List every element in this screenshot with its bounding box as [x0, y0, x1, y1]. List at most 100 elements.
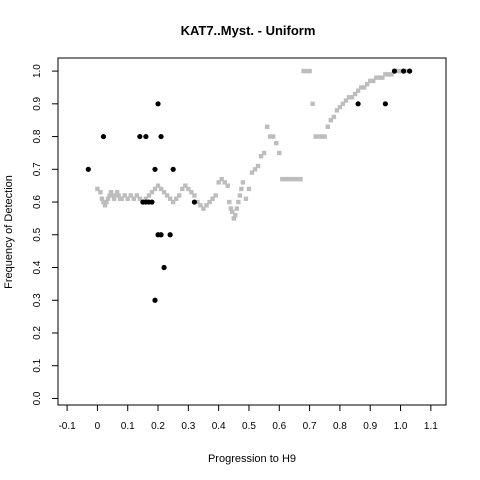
- y-tick-label: 0.1: [32, 358, 43, 372]
- smooth-point: [149, 190, 155, 195]
- x-tick-label: 0.6: [272, 421, 286, 432]
- smooth-point: [380, 75, 385, 80]
- smooth-point: [113, 193, 118, 198]
- smooth-point: [283, 176, 288, 182]
- smooth-point: [258, 154, 264, 159]
- y-axis: 0.0 0.1 0.2 0.3 0.4 0.5 0.6 0.7 0.8 0.9 1.0: [32, 64, 58, 405]
- data-point: [152, 166, 158, 172]
- data-point: [170, 166, 176, 172]
- data-point: [158, 133, 164, 140]
- x-tick-label: -0.1: [58, 421, 76, 432]
- smooth-point: [383, 72, 388, 77]
- smooth-point: [395, 68, 400, 74]
- smooth-point: [180, 186, 185, 192]
- data-point: [152, 297, 158, 303]
- smooth-point: [155, 183, 161, 188]
- data-point: [143, 133, 149, 140]
- data-point: [85, 166, 91, 172]
- x-tick-label: 0.2: [151, 421, 165, 432]
- data-point: [161, 264, 167, 271]
- x-tick-label: 0.8: [333, 421, 347, 432]
- smooth-point: [222, 180, 227, 185]
- smooth-point: [161, 190, 167, 195]
- smooth-point: [249, 170, 255, 175]
- smooth-point: [361, 85, 367, 90]
- smooth-point: [358, 85, 364, 90]
- x-tick-label: 1.1: [424, 421, 438, 432]
- smooth-point: [352, 91, 358, 97]
- observations-series: [85, 68, 413, 303]
- smooth-point: [158, 186, 164, 192]
- smooth-point: [310, 101, 315, 107]
- smooth-point: [227, 199, 232, 205]
- smooth-point: [230, 209, 235, 215]
- smooth-point: [307, 68, 312, 74]
- smooth-point: [237, 193, 243, 198]
- chart-title: KAT7..Myst. - Uniform: [181, 23, 316, 38]
- smooth-point: [137, 196, 143, 201]
- smooth-point: [334, 108, 340, 113]
- smooth-point: [177, 193, 182, 198]
- smooth-point: [292, 176, 297, 182]
- smooth-point: [404, 68, 409, 74]
- smooth-point: [143, 196, 149, 201]
- smooth-point: [316, 134, 321, 139]
- smooth-point: [252, 167, 258, 172]
- smooth-point: [122, 193, 127, 198]
- smooth-point: [398, 68, 403, 74]
- smooth-point: [328, 117, 334, 123]
- smooth-point: [374, 75, 379, 80]
- smooth-point: [271, 134, 276, 139]
- smooth-point: [234, 206, 240, 211]
- smooth-point: [225, 183, 230, 188]
- smooth-point: [343, 98, 349, 103]
- smooth-point: [110, 193, 115, 198]
- smooth-point: [346, 95, 352, 100]
- smooth-point: [192, 193, 197, 198]
- plot-frame: [57, 57, 447, 406]
- smooth-point: [301, 68, 306, 74]
- smooth-point: [128, 193, 133, 198]
- smooth-point: [108, 190, 114, 195]
- smooth-point: [119, 196, 124, 201]
- y-tick-label: 0.4: [32, 260, 43, 274]
- smoothed-curve-series: [95, 68, 409, 221]
- data-point: [100, 133, 107, 140]
- smooth-point: [116, 193, 121, 198]
- smooth-point: [239, 186, 244, 192]
- smooth-point: [261, 150, 267, 156]
- smooth-point: [325, 124, 330, 129]
- smooth-point: [340, 101, 346, 107]
- x-tick-label: 0.9: [363, 421, 377, 432]
- smooth-point: [349, 95, 355, 100]
- x-tick-label: 0.5: [242, 421, 256, 432]
- smooth-point: [274, 140, 279, 146]
- data-point: [355, 101, 361, 107]
- plot-area: [85, 68, 413, 303]
- smooth-point: [131, 196, 136, 201]
- y-tick-label: 0.6: [32, 195, 43, 209]
- smooth-point: [98, 190, 103, 195]
- data-point: [167, 232, 173, 238]
- data-point: [407, 68, 413, 74]
- smooth-point: [231, 216, 237, 221]
- smooth-point: [210, 196, 215, 201]
- smooth-point: [264, 124, 270, 129]
- smooth-point: [102, 203, 108, 208]
- smooth-point: [371, 78, 376, 84]
- smooth-point: [216, 180, 221, 185]
- x-axis-label: Progression to H9: [208, 453, 296, 465]
- x-tick-label: 0.7: [303, 421, 317, 432]
- y-tick-label: 0.7: [32, 162, 43, 176]
- smooth-point: [255, 163, 261, 169]
- smooth-point: [170, 199, 176, 205]
- smooth-point: [167, 196, 173, 201]
- y-tick-label: 0.0: [32, 391, 43, 405]
- smooth-point: [189, 190, 194, 195]
- data-point: [137, 133, 143, 140]
- smooth-point: [337, 104, 343, 110]
- smooth-point: [331, 114, 337, 120]
- smooth-point: [364, 81, 370, 87]
- y-tick-label: 1.0: [32, 64, 43, 78]
- smooth-point: [99, 196, 105, 201]
